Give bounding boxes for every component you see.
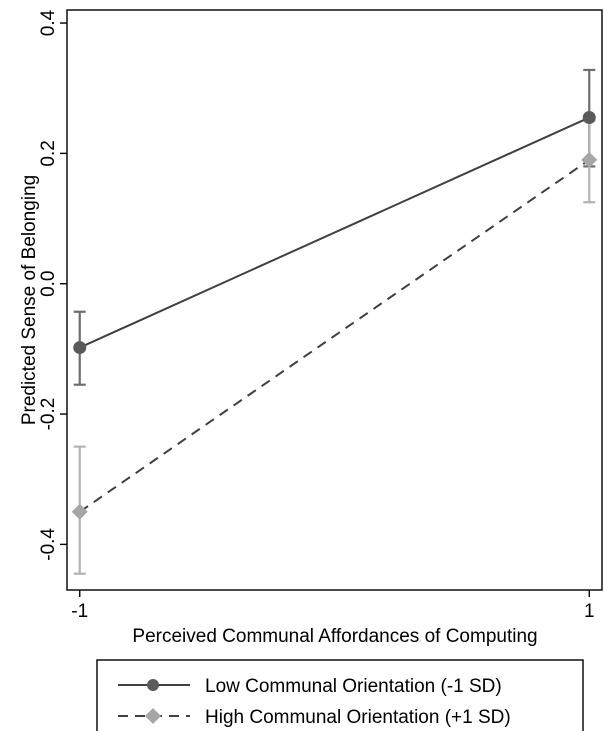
series-line-high (79, 159, 590, 513)
y-tick-label: -0.4 (38, 528, 59, 561)
y-tick-label: 0.2 (38, 140, 59, 166)
y-axis: -0.4 -0.2 0.0 0.2 0.4 (38, 9, 67, 561)
legend-box (96, 659, 584, 731)
legend: Low Communal Orientation (-1 SD) High Co… (96, 659, 584, 731)
data-point-low (73, 341, 87, 355)
data-point-high (71, 503, 88, 520)
data-point-high (581, 151, 598, 168)
y-tick-label: -0.2 (38, 398, 59, 431)
plot-frame (66, 9, 603, 591)
data-point-low (582, 111, 596, 125)
legend-high-label: High Communal Orientation (+1 SD) (205, 707, 511, 728)
y-axis-title: Predicted Sense of Belonging (19, 175, 40, 425)
y-tick-label: 0.4 (38, 9, 59, 36)
y-tick-label: 0.0 (38, 270, 59, 296)
x-tick-label: 1 (584, 601, 595, 622)
series-layer (71, 68, 598, 575)
legend-high-marker (145, 708, 161, 724)
series-line-low (79, 116, 590, 349)
legend-low-marker (147, 679, 159, 691)
legend-low-label: Low Communal Orientation (-1 SD) (205, 676, 502, 697)
x-axis: -1 1 (71, 590, 595, 622)
x-axis-title: Perceived Communal Affordances of Comput… (132, 626, 537, 647)
x-tick-label: -1 (71, 601, 88, 622)
